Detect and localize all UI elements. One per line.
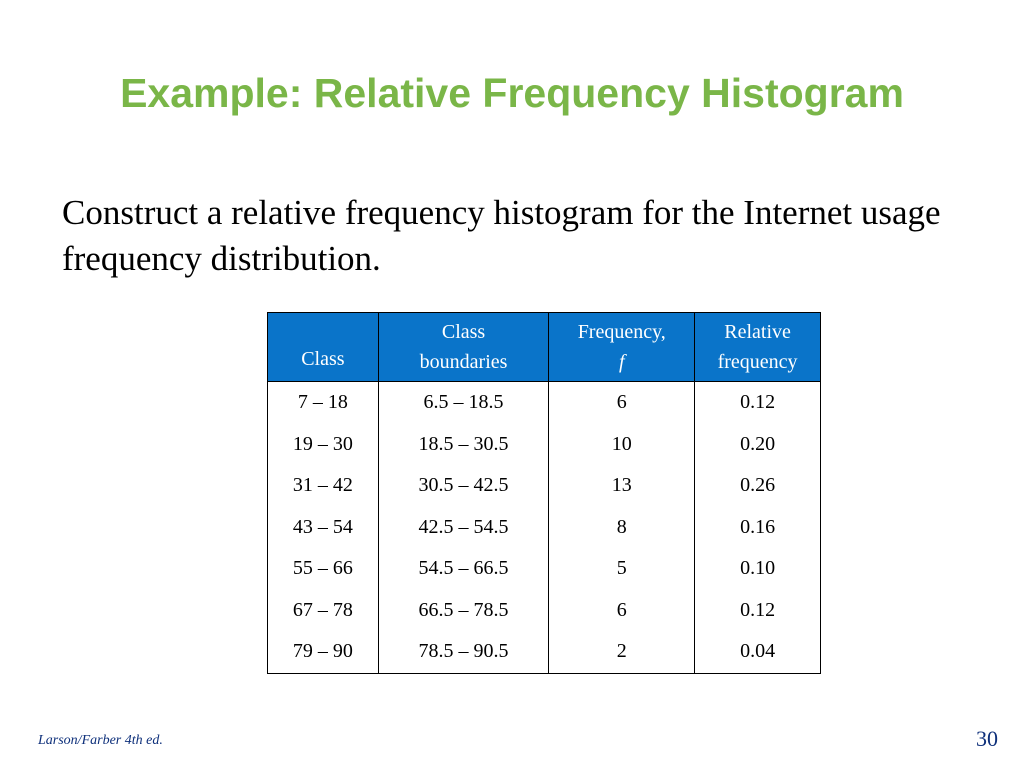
header-boundaries-line2: boundaries bbox=[419, 351, 508, 373]
cell-class: 7 – 18 bbox=[297, 391, 348, 414]
cell-boundaries: 42.5 – 54.5 bbox=[377, 506, 549, 548]
header-class-label: Class bbox=[301, 348, 345, 370]
slide-body-text: Construct a relative frequency histogram… bbox=[62, 193, 941, 278]
header-frequency: Frequency, f bbox=[548, 312, 695, 382]
cell-relative-frequency: 0.16 bbox=[694, 506, 821, 548]
cell-boundaries: 30.5 – 42.5 bbox=[377, 465, 549, 507]
cell-boundaries: 66.5 – 78.5 bbox=[377, 589, 549, 631]
cell-class: 43 – 54 bbox=[292, 515, 353, 538]
cell-class: 31 – 42 bbox=[292, 474, 353, 497]
cell-frequency: 2 bbox=[548, 631, 695, 673]
cell-relative-frequency: 0.26 bbox=[694, 465, 821, 507]
cell-boundaries: 18.5 – 30.5 bbox=[377, 423, 549, 465]
table-row: 55 – 66 54.5 – 66.5 5 0.10 bbox=[268, 548, 821, 590]
cell-boundaries: 54.5 – 66.5 bbox=[377, 548, 549, 590]
page-number: 30 bbox=[976, 726, 998, 751]
header-relative-line1: Relative bbox=[724, 321, 791, 343]
header-class: Class bbox=[267, 312, 379, 382]
cell-frequency: 5 bbox=[548, 548, 695, 590]
cell-class: 55 – 66 bbox=[292, 557, 353, 580]
slide-title: Example: Relative Frequency Histogram bbox=[120, 70, 904, 116]
cell-frequency: 8 bbox=[548, 506, 695, 548]
table-row: 19 – 30 18.5 – 30.5 10 0.20 bbox=[268, 423, 821, 465]
footer-source: Larson/Farber 4th ed. bbox=[38, 733, 163, 748]
cell-relative-frequency: 0.12 bbox=[694, 589, 821, 631]
cell-relative-frequency: 0.10 bbox=[694, 548, 821, 590]
table-row: 67 – 78 66.5 – 78.5 6 0.12 bbox=[268, 589, 821, 631]
cell-frequency: 10 bbox=[548, 423, 695, 465]
header-class-boundaries: Class boundaries bbox=[377, 312, 549, 382]
cell-frequency: 13 bbox=[548, 465, 695, 507]
cell-class: 19 – 30 bbox=[292, 432, 353, 455]
header-frequency-line2: f bbox=[618, 351, 625, 373]
cell-boundaries: 78.5 – 90.5 bbox=[377, 631, 549, 673]
header-boundaries-line1: Class bbox=[441, 321, 486, 343]
cell-class: 79 – 90 bbox=[292, 640, 353, 663]
cell-boundaries: 6.5 – 18.5 bbox=[377, 381, 549, 424]
table-row: 79 – 90 78.5 – 90.5 2 0.04 bbox=[268, 631, 821, 673]
table-row: 7 – 18 6.5 – 18.5 6 0.12 bbox=[268, 381, 821, 424]
header-frequency-line1: Frequency, bbox=[577, 321, 666, 343]
header-relative-frequency: Relative frequency bbox=[694, 312, 821, 382]
cell-frequency: 6 bbox=[548, 381, 695, 424]
frequency-table: Class Class boundaries Frequency, f Rela… bbox=[267, 312, 821, 674]
cell-relative-frequency: 0.20 bbox=[694, 423, 821, 465]
cell-frequency: 6 bbox=[548, 589, 695, 631]
cell-relative-frequency: 0.12 bbox=[694, 381, 821, 424]
table-row: 43 – 54 42.5 – 54.5 8 0.16 bbox=[268, 506, 821, 548]
cell-class: 67 – 78 bbox=[292, 598, 353, 621]
table-header-row: Class Class boundaries Frequency, f Rela… bbox=[267, 312, 821, 382]
cell-relative-frequency: 0.04 bbox=[694, 631, 821, 673]
table-row: 31 – 42 30.5 – 42.5 13 0.26 bbox=[268, 465, 821, 507]
header-relative-line2: frequency bbox=[717, 351, 798, 373]
